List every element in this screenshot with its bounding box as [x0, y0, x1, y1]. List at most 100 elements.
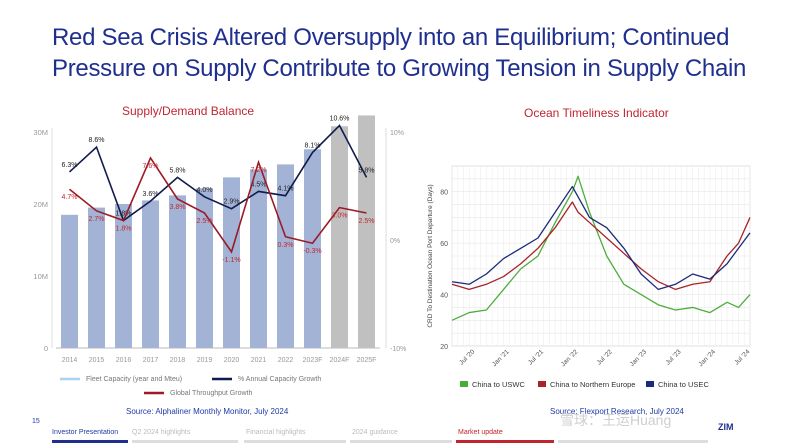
- capacity-growth-line-label: 2.9%: [224, 199, 240, 206]
- right-y-tick: 60: [440, 241, 448, 248]
- tab-market-update[interactable]: Market update: [458, 429, 503, 436]
- x-tick-label: 2018: [170, 357, 186, 364]
- tab-investor-presentation[interactable]: Investor Presentation: [52, 429, 119, 436]
- fleet-capacity-bar: [304, 149, 321, 348]
- fleet-capacity-bar: [223, 177, 240, 348]
- tab-indicator-financial: [244, 440, 346, 443]
- throughput-growth-line-label: 7.2%: [251, 167, 267, 174]
- zim-logo: ZIM: [718, 422, 734, 432]
- throughput-growth-line: [69, 156, 367, 254]
- x-tick-label: 2021: [251, 357, 267, 364]
- capacity-growth-line-label: 4.5%: [251, 181, 267, 188]
- capacity-growth-line-label: 4.1%: [278, 186, 294, 193]
- legend-swatch-timeliness: [538, 381, 546, 387]
- right-x-tick: Jan '21: [491, 348, 511, 368]
- right-y-tick: -10%: [390, 346, 406, 353]
- throughput-growth-line-label: -1.1%: [222, 257, 240, 264]
- capacity-growth-line-label: 10.6%: [330, 116, 350, 123]
- capacity-growth-line-label: 5.8%: [170, 167, 186, 174]
- tab-indicator-q2: [132, 440, 238, 443]
- watermark: 雪球：王运Huang: [560, 412, 672, 428]
- x-tick-label: 2017: [143, 357, 159, 364]
- left-panel-title: Supply/Demand Balance: [122, 104, 255, 118]
- legend-label-timeliness: China to USWC: [472, 380, 526, 389]
- capacity-growth-line-label: 6.3%: [62, 162, 78, 169]
- right-x-tick: Jul '21: [527, 348, 545, 366]
- throughput-growth-line-label: 4.7%: [62, 194, 78, 201]
- fleet-capacity-bar: [250, 169, 267, 348]
- tab-financial-highlights[interactable]: Financial highlights: [246, 429, 306, 436]
- fleet-capacity-bar: [169, 195, 186, 348]
- fleet-capacity-bar: [196, 188, 213, 348]
- x-tick-label: 2022: [278, 357, 294, 364]
- left-y-tick: 10M: [33, 272, 48, 281]
- right-y-tick: 10%: [390, 130, 404, 137]
- tab-q2-highlights[interactable]: Q2 2024 highlights: [132, 429, 191, 436]
- right-y-axis-label: CRD To Destination Ocean Port Departure …: [427, 184, 434, 327]
- x-tick-label: 2014: [62, 357, 78, 364]
- right-y-tick: 0%: [390, 238, 400, 245]
- capacity-growth-line-label: 8.1%: [305, 143, 321, 150]
- left-y-tick: 0: [44, 344, 48, 353]
- capacity-growth-line-label: 8.6%: [89, 137, 105, 144]
- timeliness-line: [451, 185, 751, 291]
- right-x-tick: Jan '22: [560, 348, 580, 368]
- slide-title: Red Sea Crisis Altered Oversupply into a…: [52, 24, 747, 82]
- tab-indicator-extra: [558, 440, 708, 443]
- throughput-growth-line-label: 2.5%: [197, 218, 213, 225]
- capacity-growth-line-label: 5.8%: [359, 167, 375, 174]
- right-y-tick: 40: [440, 293, 448, 300]
- capacity-growth-line-label: 3.6%: [143, 191, 159, 198]
- throughput-growth-line-label: 2.7%: [89, 216, 105, 223]
- throughput-growth-line-label: 7.6%: [143, 163, 159, 170]
- left-source: Source: Alphaliner Monthly Monitor, July…: [126, 407, 289, 416]
- right-panel-title: Ocean Timeliness Indicator: [524, 106, 669, 120]
- capacity-growth-line: [68, 124, 368, 222]
- fleet-capacity-bar: [358, 115, 375, 348]
- left-y-tick: 20M: [33, 200, 48, 209]
- right-x-tick: Jan '24: [697, 348, 717, 368]
- right-x-tick: Jul '20: [458, 348, 476, 366]
- throughput-growth-line-label: 0.3%: [278, 242, 294, 249]
- right-x-tick: Jul '22: [596, 348, 614, 366]
- right-y-tick: 80: [440, 190, 448, 197]
- tab-indicator-guidance: [350, 440, 452, 443]
- tab-indicator-investor: [52, 440, 128, 443]
- legend-label-fleet: Fleet Capacity (year and Mteu): [86, 376, 182, 383]
- fleet-capacity-bar: [277, 164, 294, 348]
- tab-indicator-market: [456, 440, 554, 443]
- legend-swatch-timeliness: [460, 381, 468, 387]
- fleet-capacity-bar: [115, 204, 132, 348]
- x-tick-label: 2024F: [330, 357, 350, 364]
- legend-label-capacity: % Annual Capacity Growth: [238, 376, 321, 383]
- throughput-growth-line-label: -0.3%: [303, 248, 321, 255]
- timeliness-line: [451, 201, 751, 291]
- throughput-growth-line-label: 3.0%: [332, 213, 348, 220]
- right-x-tick: Jan '23: [629, 348, 649, 368]
- x-tick-label: 2020: [224, 357, 240, 364]
- x-tick-label: 2015: [89, 357, 105, 364]
- throughput-growth-line-label: 1.8%: [116, 226, 132, 233]
- throughput-growth-line-label: 2.5%: [359, 218, 375, 225]
- capacity-growth-line-label: 1.8%: [116, 211, 132, 218]
- tab-2024-guidance[interactable]: 2024 guidance: [352, 429, 398, 436]
- fleet-capacity-bar: [142, 200, 159, 348]
- capacity-growth-line-label: 4.0%: [197, 187, 213, 194]
- legend-label-timeliness: China to USEC: [658, 380, 709, 389]
- legend-label-timeliness: China to Northern Europe: [550, 380, 635, 389]
- right-y-tick: 20: [440, 344, 448, 351]
- fleet-capacity-bar: [88, 207, 105, 348]
- x-tick-label: 2019: [197, 357, 213, 364]
- right-x-tick: Jul '24: [733, 348, 751, 366]
- fleet-capacity-bar: [61, 214, 78, 348]
- legend-swatch-timeliness: [646, 381, 654, 387]
- throughput-growth-line-label: 3.8%: [170, 204, 186, 211]
- legend-label-throughput: Global Throughput Growth: [170, 390, 252, 397]
- x-tick-label: 2016: [116, 357, 132, 364]
- x-tick-label: 2023F: [303, 357, 323, 364]
- fleet-capacity-bar: [331, 126, 348, 349]
- x-tick-label: 2025F: [357, 357, 377, 364]
- right-source: Source: Flexport Research, July 2024: [550, 407, 684, 416]
- page-number: 15: [32, 418, 40, 425]
